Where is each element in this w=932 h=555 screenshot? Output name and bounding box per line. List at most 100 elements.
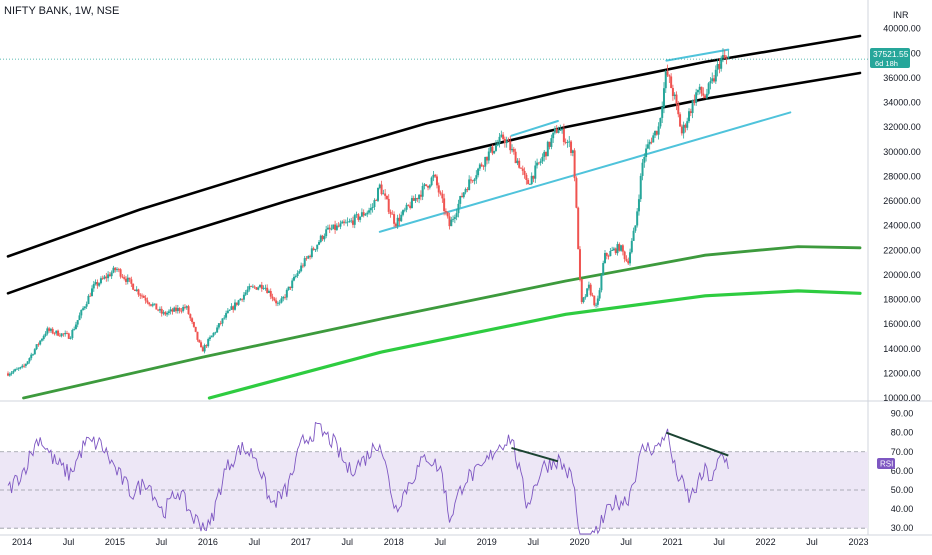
candle-body xyxy=(505,140,508,144)
last-price-countdown: 6d 18h xyxy=(875,59,898,68)
candle-body xyxy=(207,339,210,347)
rsi-divergence-line[interactable] xyxy=(666,431,729,457)
candle-body xyxy=(328,227,331,230)
price-tick-label: 32000.00 xyxy=(883,122,921,132)
time-tick-label: Jul xyxy=(63,537,75,547)
candle-body xyxy=(155,303,158,310)
candle-body xyxy=(214,332,217,334)
candle-body xyxy=(368,210,371,213)
candle-body xyxy=(273,298,276,301)
candle-body xyxy=(305,258,308,260)
candle-body xyxy=(691,100,694,114)
candle-body xyxy=(641,162,644,176)
candle-body xyxy=(494,145,497,151)
candle-body xyxy=(62,333,65,335)
rsi-tick-label: 80.00 xyxy=(891,428,914,438)
candle-body xyxy=(280,298,283,303)
time-tick-label: 2021 xyxy=(663,537,683,547)
candle-body xyxy=(394,223,397,227)
candle-body xyxy=(385,195,388,199)
candle-body xyxy=(564,141,567,143)
candle-body xyxy=(611,250,614,251)
candle-body xyxy=(260,284,263,289)
candle-body xyxy=(117,269,120,270)
candle-body xyxy=(153,303,156,305)
trendline-line[interactable] xyxy=(665,48,730,62)
candle-body xyxy=(112,267,115,273)
candle-body xyxy=(8,373,11,376)
candle-body xyxy=(568,141,571,143)
candle-body xyxy=(32,354,35,356)
time-tick-label: Jul xyxy=(620,537,632,547)
candle-body xyxy=(130,279,133,284)
currency-label: INR xyxy=(893,10,909,20)
price-tick-label: 14000.00 xyxy=(883,344,921,354)
price-tick-label: 12000.00 xyxy=(883,368,921,378)
candle-body xyxy=(489,146,492,152)
channel-lower-line[interactable] xyxy=(6,71,862,295)
time-tick-label: Jul xyxy=(806,537,818,547)
candle-body xyxy=(248,286,251,290)
candle-body xyxy=(416,198,419,200)
candle-body xyxy=(480,164,483,166)
candle-body xyxy=(284,296,287,298)
candle-body xyxy=(652,135,655,143)
rsi-divergence-line[interactable] xyxy=(511,446,559,463)
channel-upper-line[interactable] xyxy=(6,34,862,258)
candle-body xyxy=(555,128,558,133)
candle-body xyxy=(148,302,151,305)
time-tick-label: 2019 xyxy=(477,537,497,547)
candle-body xyxy=(707,83,710,94)
green-dark-line[interactable] xyxy=(22,245,862,400)
price-tick-label: 36000.00 xyxy=(883,73,921,83)
rsi-badge[interactable]: RSI xyxy=(877,458,895,469)
trendline-line[interactable] xyxy=(510,120,559,137)
candle-body xyxy=(132,283,135,290)
candle-body xyxy=(24,364,27,366)
candle-body xyxy=(357,214,360,220)
candle-body xyxy=(55,330,58,334)
candle-body xyxy=(514,151,517,164)
candle-body xyxy=(26,361,29,365)
candle-body xyxy=(614,248,617,254)
candle-body xyxy=(471,180,474,182)
candle-body xyxy=(519,167,522,169)
candle-body xyxy=(541,156,544,162)
candle-body xyxy=(632,230,635,241)
candle-body xyxy=(593,295,596,306)
candle-body xyxy=(244,292,247,295)
candle-body xyxy=(287,286,290,290)
candle-body xyxy=(670,76,673,89)
candle-body xyxy=(157,309,160,311)
candle-body xyxy=(373,200,376,208)
candle-body xyxy=(296,273,299,277)
trendline-line[interactable] xyxy=(378,111,792,233)
candle-body xyxy=(42,335,45,340)
candle-body xyxy=(721,55,724,58)
candle-body xyxy=(49,328,52,331)
candle-body xyxy=(711,78,714,82)
candle-body xyxy=(217,323,220,328)
candle-body xyxy=(12,371,15,373)
candle-body xyxy=(444,211,447,213)
drawing-overlays[interactable] xyxy=(6,34,862,400)
candle-body xyxy=(509,141,512,151)
candle-body xyxy=(507,140,510,142)
candle-body xyxy=(391,213,394,215)
green-bright-line[interactable] xyxy=(207,289,862,400)
candle-body xyxy=(537,162,540,164)
candle-body xyxy=(629,252,632,264)
candle-body xyxy=(60,333,63,337)
candle-body xyxy=(432,174,435,178)
candle-body xyxy=(387,198,390,212)
candle-body xyxy=(144,297,147,301)
candle-body xyxy=(371,207,374,208)
price-tick-label: 20000.00 xyxy=(883,270,921,280)
time-tick-label: Jul xyxy=(156,537,168,547)
candle-body xyxy=(183,306,186,308)
price-tick-label: 18000.00 xyxy=(883,295,921,305)
candle-body xyxy=(294,276,297,277)
candle-body xyxy=(58,335,61,337)
